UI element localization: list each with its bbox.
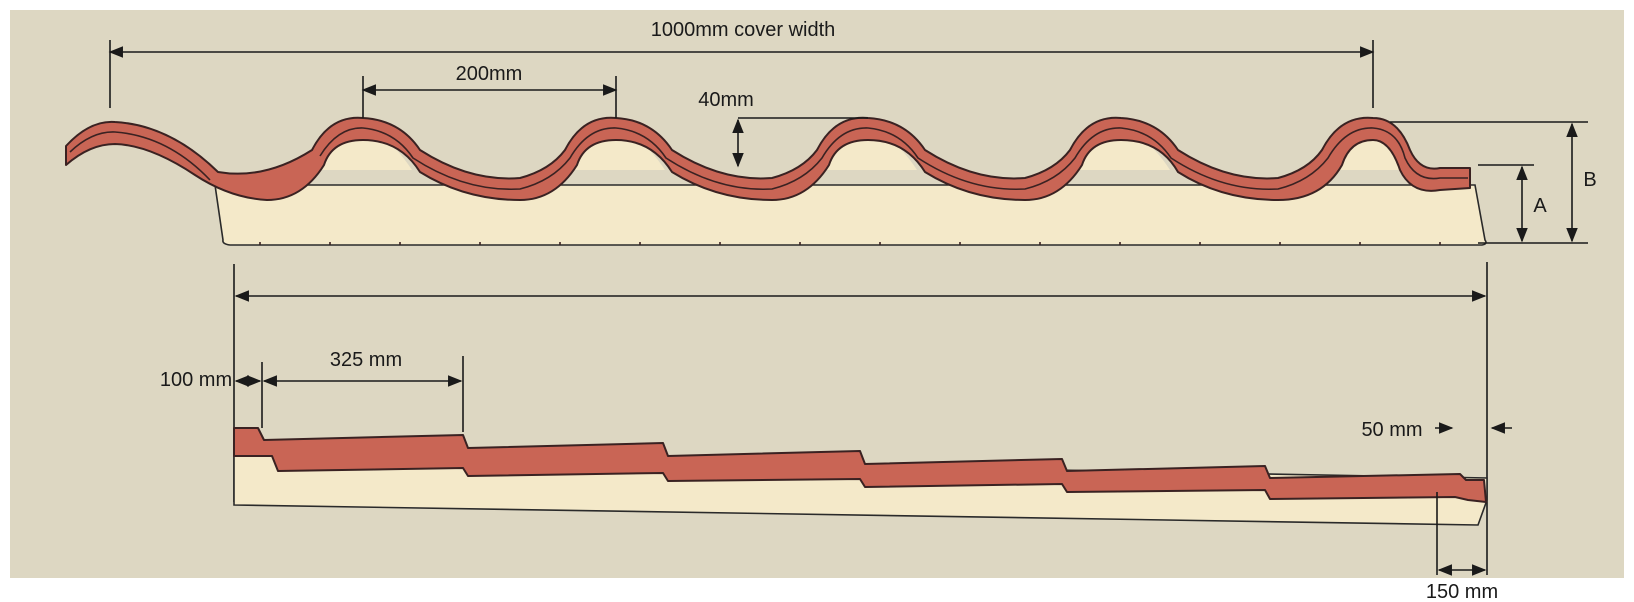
cover-width-label: 1000mm cover width [651,19,836,41]
profile-core [214,184,1487,246]
depth-label: 40mm [698,89,754,111]
height-a-label: A [1533,195,1547,217]
tile-profile-groove [69,127,1468,191]
side-100-label: 100 mm [160,369,232,391]
overlap-150-label: 150 mm [1426,581,1498,602]
tile-profile [65,116,1471,201]
elevation-tile-band [233,427,1487,503]
profile-bottom-ticks [259,242,1441,245]
end-50-label: 50 mm [1361,419,1422,441]
pitch-label: 200mm [456,63,523,85]
step-325-label: 325 mm [330,349,402,371]
height-b-label: B [1583,169,1596,191]
